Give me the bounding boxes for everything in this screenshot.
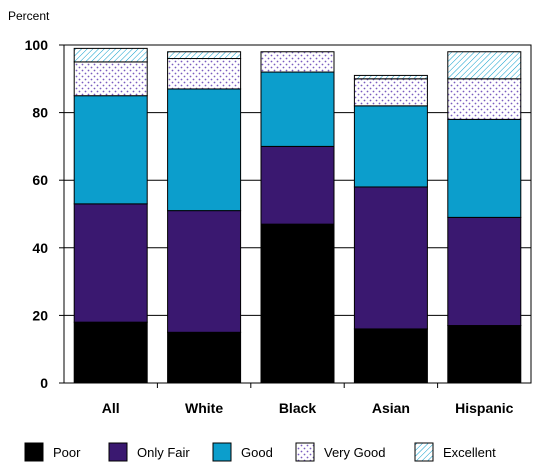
bars (73, 47, 522, 384)
bar-segment (167, 58, 242, 90)
y-tick-label: 0 (40, 375, 48, 391)
bar-segment (73, 321, 148, 384)
bar-segment (73, 203, 148, 323)
bar-segment (260, 223, 335, 384)
bar-segment (353, 328, 428, 384)
bar-segment (167, 210, 242, 333)
y-tick-label: 80 (32, 105, 48, 121)
legend-swatch (414, 442, 434, 462)
legend-swatch (108, 442, 128, 462)
legend: Poor Only Fair Good Very Good Excellent (24, 442, 496, 462)
bar-segment (73, 47, 148, 63)
x-tick-label: Hispanic (455, 400, 514, 416)
bar-segment (167, 88, 242, 212)
axes (63, 44, 532, 384)
bar-segment (447, 118, 522, 218)
x-tick-label: Black (279, 400, 317, 416)
plot-frame (63, 44, 532, 384)
bar-segment (353, 186, 428, 330)
bar-segment (260, 145, 335, 225)
y-tick-label: 100 (25, 37, 49, 53)
legend-label: Poor (53, 445, 81, 460)
bar-segment (73, 61, 148, 97)
legend-label: Excellent (443, 445, 496, 460)
y-axis-label: Percent (8, 9, 50, 23)
bar-segment (167, 51, 242, 60)
legend-label: Very Good (324, 445, 385, 460)
x-tick-label: Asian (372, 400, 410, 416)
x-tick-label: All (102, 400, 120, 416)
bar-segment (73, 95, 148, 205)
bar-segment (447, 216, 522, 327)
x-tick-label: White (185, 400, 223, 416)
legend-swatch (212, 442, 232, 462)
legend-label: Only Fair (137, 445, 190, 460)
bar-segment (260, 71, 335, 147)
y-tick-label: 60 (32, 172, 48, 188)
bar-segment (353, 74, 428, 80)
legend-swatch (295, 442, 315, 462)
bar-segment (447, 78, 522, 120)
bar-segment (447, 325, 522, 384)
bar-segment (167, 331, 242, 384)
bar-segment (353, 105, 428, 188)
y-tick-label: 20 (32, 307, 48, 323)
bar-segment (447, 51, 522, 80)
bar-segment (353, 78, 428, 107)
y-tick-labels: 0 20 40 60 80 100 (25, 37, 49, 391)
bar-segment (260, 51, 335, 73)
legend-label: Good (241, 445, 273, 460)
x-tick-labels: All White Black Asian Hispanic (102, 383, 514, 416)
legend-swatch (24, 442, 44, 462)
y-tick-label: 40 (32, 240, 48, 256)
